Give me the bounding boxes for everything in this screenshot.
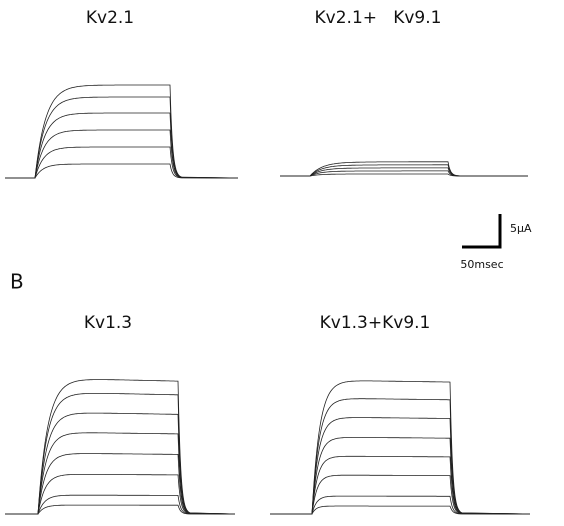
current-trace: [270, 380, 531, 515]
scale-bar: [462, 214, 502, 249]
panel-title: Kv1.3: [84, 313, 132, 333]
current-trace: [5, 474, 236, 515]
current-trace: [270, 495, 531, 515]
current-trace: [270, 398, 531, 515]
current-trace: [5, 494, 236, 515]
current-trace: [5, 379, 236, 515]
current-trace: [5, 504, 236, 515]
current-traces: [5, 84, 531, 515]
current-trace: [5, 163, 239, 179]
current-trace: [5, 96, 239, 179]
scale-current: 5μA: [510, 222, 532, 235]
scale-time: 50msec: [460, 258, 503, 271]
current-trace: [280, 167, 529, 177]
current-trace: [280, 161, 529, 177]
current-trace: [5, 453, 236, 515]
current-trace: [5, 84, 239, 179]
panel-title: Kv2.1: [86, 8, 134, 28]
current-trace: [5, 432, 236, 515]
current-trace: [5, 146, 239, 179]
current-trace: [5, 412, 236, 515]
current-trace: [5, 112, 239, 179]
current-trace: [270, 417, 531, 515]
current-trace: [280, 170, 528, 177]
current-trace: [270, 474, 531, 515]
current-trace: [270, 505, 531, 515]
panel-label: B: [10, 270, 24, 294]
current-trace: [270, 437, 531, 515]
current-trace: [280, 173, 528, 177]
current-trace: [5, 129, 239, 179]
current-trace: [280, 164, 529, 177]
panel-title: Kv2.1+ Kv9.1: [315, 8, 442, 28]
current-trace: [5, 393, 236, 515]
current-trace: [270, 455, 531, 515]
panel-title: Kv1.3+Kv9.1: [320, 313, 431, 333]
